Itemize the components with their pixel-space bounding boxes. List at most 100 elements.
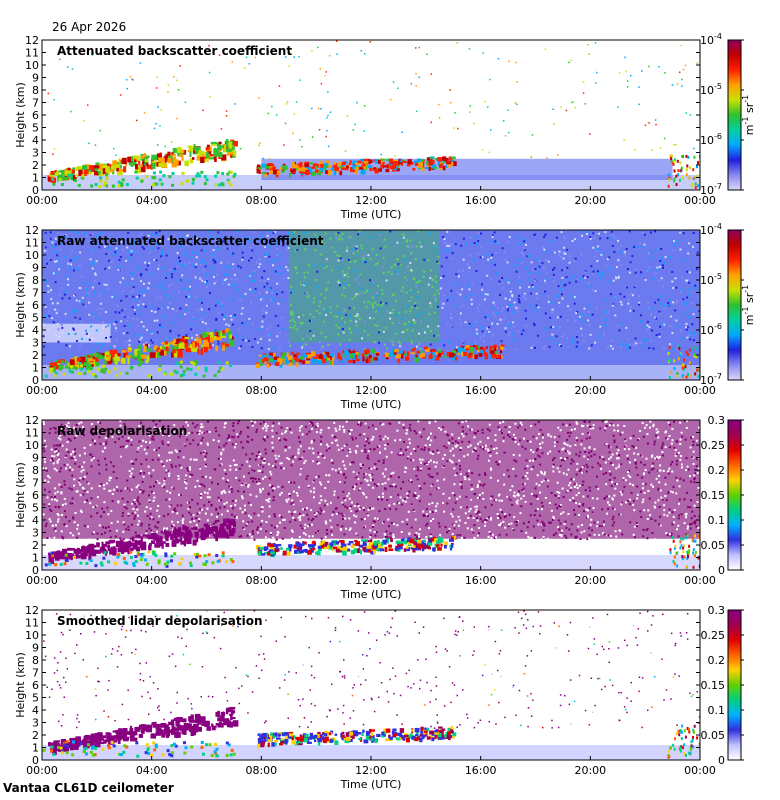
surface-haze	[42, 555, 700, 570]
colorbar-1: 10-4 10-5 10-6 10-7 m-1 sr-1	[700, 32, 756, 197]
heatmap-field	[42, 230, 700, 380]
y-tick-label: 0	[32, 374, 39, 387]
x-tick-label: 04:00	[136, 764, 168, 777]
x-tick-label: 20:00	[574, 574, 606, 587]
y-tick-label: 8	[32, 654, 39, 667]
y-axis-label: Height (km)	[14, 462, 27, 528]
y-tick-label: 7	[32, 667, 39, 680]
x-tick-label: 12:00	[355, 194, 387, 207]
y-tick-label: 1	[32, 362, 39, 375]
y-tick-label: 4	[32, 514, 39, 527]
x-tick-label: 00:00	[684, 384, 716, 397]
x-tick-label: 08:00	[245, 764, 277, 777]
chart-title: Raw depolarisation	[57, 424, 187, 438]
x-axis-label: Time (UTC)	[340, 398, 402, 411]
y-tick-label: 12	[25, 414, 39, 427]
y-tick-label: 0	[32, 754, 39, 767]
x-axis-label: Time (UTC)	[340, 778, 402, 791]
colorbar-tick-label: 0.2	[708, 654, 726, 667]
y-tick-label: 6	[32, 489, 39, 502]
y-tick-label: 9	[32, 262, 39, 275]
y-tick-label: 5	[32, 502, 39, 515]
colorbar-gradient	[727, 419, 742, 571]
colorbar-gradient	[727, 39, 742, 191]
colorbar-tick-label: 10-4	[700, 222, 722, 237]
colorbar-unit: m-1 sr-1	[741, 95, 756, 135]
y-tick-label: 0	[32, 564, 39, 577]
y-tick-label: 2	[32, 539, 39, 552]
y-tick-label: 5	[32, 312, 39, 325]
y-tick-label: 12	[25, 34, 39, 47]
colorbar-gradient	[727, 229, 742, 381]
colorbar-tick-label: 10-6	[700, 322, 722, 337]
y-tick-label: 9	[32, 452, 39, 465]
chart-panel-1: Attenuated backscatter coefficient012345…	[14, 34, 716, 221]
colorbar-tick-label: 0.25	[701, 439, 726, 452]
colorbar-tick-label: 0.1	[708, 514, 726, 527]
colorbar-tick-label: 0.2	[708, 464, 726, 477]
x-tick-label: 16:00	[465, 194, 497, 207]
y-tick-label: 7	[32, 477, 39, 490]
colorbar-tick-label: 10-5	[700, 82, 722, 97]
x-tick-label: 12:00	[355, 384, 387, 397]
y-tick-label: 11	[25, 237, 39, 250]
chart-title: Smoothed lidar depolarisation	[57, 614, 263, 628]
heatmap-field	[42, 610, 700, 760]
heatmap-field	[42, 420, 700, 570]
y-tick-label: 4	[32, 324, 39, 337]
y-tick-label: 9	[32, 72, 39, 85]
y-tick-label: 5	[32, 122, 39, 135]
y-tick-label: 2	[32, 729, 39, 742]
x-tick-label: 00:00	[684, 194, 716, 207]
x-tick-label: 12:00	[355, 764, 387, 777]
x-tick-label: 00:00	[26, 764, 58, 777]
y-tick-label: 6	[32, 679, 39, 692]
y-tick-label: 5	[32, 692, 39, 705]
colorbar-4: 0.3 0.25 0.2 0.15 0.1 0.05 0	[701, 604, 744, 767]
station-footer: Vantaa CL61D ceilometer	[3, 781, 174, 795]
y-tick-label: 10	[25, 629, 39, 642]
x-tick-label: 12:00	[355, 574, 387, 587]
date-label: 26 Apr 2026	[52, 20, 127, 34]
x-tick-label: 08:00	[245, 384, 277, 397]
green-noise-region	[288, 230, 440, 343]
x-tick-label: 20:00	[574, 194, 606, 207]
colorbar-3: 0.3 0.25 0.2 0.15 0.1 0.05 0	[701, 414, 744, 577]
colorbar-gradient	[727, 609, 742, 761]
y-tick-label: 3	[32, 527, 39, 540]
colorbar-tick-label: 0.3	[708, 604, 726, 617]
y-tick-label: 1	[32, 552, 39, 565]
colorbar-tick-label: 10-7	[700, 182, 722, 197]
chart-title: Attenuated backscatter coefficient	[57, 44, 292, 58]
colorbar-tick-label: 10-7	[700, 372, 722, 387]
y-tick-label: 3	[32, 337, 39, 350]
colorbar-tick-label: 0.05	[701, 729, 726, 742]
x-tick-label: 08:00	[245, 194, 277, 207]
colorbar-tick-label: 0.25	[701, 629, 726, 642]
x-tick-label: 20:00	[574, 384, 606, 397]
y-tick-label: 4	[32, 134, 39, 147]
y-tick-label: 2	[32, 349, 39, 362]
chart-panel-4: Smoothed lidar depolarisation01234567891…	[14, 604, 716, 791]
y-tick-label: 11	[25, 427, 39, 440]
y-axis-label: Height (km)	[14, 652, 27, 718]
x-tick-label: 04:00	[136, 384, 168, 397]
colorbar-tick-label: 0	[718, 564, 725, 577]
y-tick-label: 6	[32, 299, 39, 312]
y-tick-label: 6	[32, 109, 39, 122]
y-tick-label: 3	[32, 147, 39, 160]
y-tick-label: 11	[25, 47, 39, 60]
chart-title: Raw attenuated backscatter coefficient	[57, 234, 324, 248]
colorbar-2: 10-4 10-5 10-6 10-7 m-1 sr-1	[700, 222, 756, 387]
x-tick-label: 04:00	[136, 194, 168, 207]
x-tick-label: 00:00	[684, 574, 716, 587]
colorbar-tick-label: 10-4	[700, 32, 722, 47]
y-tick-label: 12	[25, 604, 39, 617]
colorbar-tick-label: 0.15	[701, 679, 726, 692]
y-tick-label: 1	[32, 172, 39, 185]
y-tick-label: 8	[32, 84, 39, 97]
x-axis-label: Time (UTC)	[340, 588, 402, 601]
colorbar-tick-label: 0.15	[701, 489, 726, 502]
